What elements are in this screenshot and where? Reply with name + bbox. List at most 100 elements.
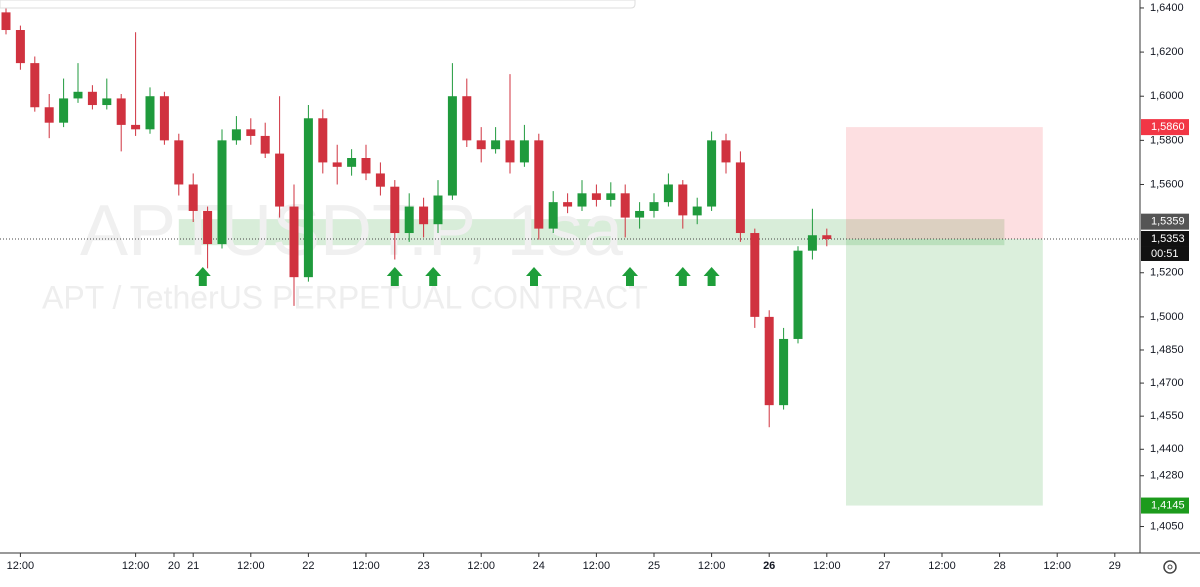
settings-button[interactable] [1163,560,1177,574]
candle-body [231,129,241,141]
candle-body [404,206,414,234]
stop-loss-area [846,127,1043,239]
candle-body [577,193,587,207]
candle-body [30,63,40,108]
candle-body [116,98,126,125]
countdown-box [1141,246,1189,261]
candle-body [548,202,558,229]
candle-body [419,206,429,225]
x-tick-label: 12:00 [122,560,150,572]
buy-arrow [622,267,638,286]
buy-arrow [386,267,403,286]
x-tick-label: 29 [1109,560,1121,572]
target-label: 1,4145 [1151,499,1185,511]
candle-body [606,193,616,200]
candle-body [692,206,702,216]
candle-body [476,140,486,150]
candle-body [1,12,11,31]
x-tick-label: 12:00 [467,560,495,572]
stop-label: 1,5860 [1151,121,1185,133]
last-price-label: 1,5353 [1151,233,1185,245]
candle-body [721,140,731,163]
candle-body [188,184,198,211]
candle-body [433,195,443,225]
axes: 1,6400 1,6200 1,6000 1,5800 1,5600 1,5200 1,50… [7,2,1189,572]
last-price-label-box [1141,230,1189,247]
candle-body [217,140,227,245]
x-tick-label: 22 [302,560,314,572]
target-label-box [1141,497,1189,514]
x-tick-label: 28 [993,560,1005,572]
x-tick-label: 12:00 [1043,560,1071,572]
y-tick-label: 1,5200 [1150,267,1184,279]
candle-body [44,107,54,123]
y-tick-label: 1,4400 [1150,443,1184,455]
candle-body [73,91,83,99]
candle-body [15,30,25,64]
candle-body [735,162,745,234]
x-tick-label: 12:00 [352,560,380,572]
candle-body [260,135,270,154]
x-tick-label: 12:00 [7,560,35,572]
x-tick-label: 12:00 [698,560,726,572]
x-tick-label: 25 [648,560,660,572]
candle-body [347,158,357,167]
candle-body [563,202,573,207]
watermark-symbol: APTUSDT.P, 1sa [80,191,624,271]
candle-body [203,210,213,245]
candle-body [807,235,817,251]
candle-body [87,91,97,106]
candle-body [491,140,501,150]
x-tick-label: 12:00 [813,560,841,572]
x-tick-label: 12:00 [583,560,611,572]
plot [0,7,1140,428]
x-tick-label: 27 [878,560,890,572]
candle-body [707,140,717,207]
candle-body [289,206,299,278]
candle-body [750,233,760,317]
x-tick-label: 24 [533,560,545,572]
buy-arrow [703,267,720,286]
gear-icon[interactable] [1163,560,1177,574]
mark-price-label: 1,5359 [1151,216,1185,228]
candle-body [246,129,256,136]
candle-body [275,153,285,207]
candle-body [620,193,630,218]
candle-body [591,193,601,200]
y-tick-label: 1,4850 [1150,344,1184,356]
y-tick-label: 1,4550 [1150,410,1184,422]
candle-body [447,96,457,196]
candle-body [505,140,515,163]
candle-body [131,124,141,130]
buy-arrow [194,267,211,286]
buy-arrow [674,267,691,286]
candle-body [318,118,328,163]
y-tick-label: 1,4050 [1150,520,1184,532]
mark-price-label-box [1141,213,1189,230]
x-tick-label: 23 [417,560,429,572]
candle-body [145,96,155,130]
x-tick-label: 26 [763,560,775,572]
candle-body [822,235,832,239]
y-tick-label: 1,6200 [1150,46,1184,58]
y-tick-label: 1,5000 [1150,311,1184,323]
candle-body [519,140,529,163]
buy-arrow [425,267,442,286]
candle-body [649,202,659,211]
background-layer [178,127,1043,506]
candle-body [663,184,673,203]
candle-body [678,184,688,216]
x-tick-label: 20 [168,560,180,572]
candle-body [361,158,371,174]
candle-body [332,162,342,167]
take-profit-area [846,238,1043,506]
countdown: 00:51 [1151,248,1179,260]
y-tick-label: 1,5600 [1150,178,1184,190]
watermark-description: APT / TetherUS PERPETUAL CONTRACT [42,279,648,315]
panel-edge [0,0,636,9]
candle-body [779,338,789,406]
candle-body [174,140,184,185]
candle-body [764,316,774,406]
